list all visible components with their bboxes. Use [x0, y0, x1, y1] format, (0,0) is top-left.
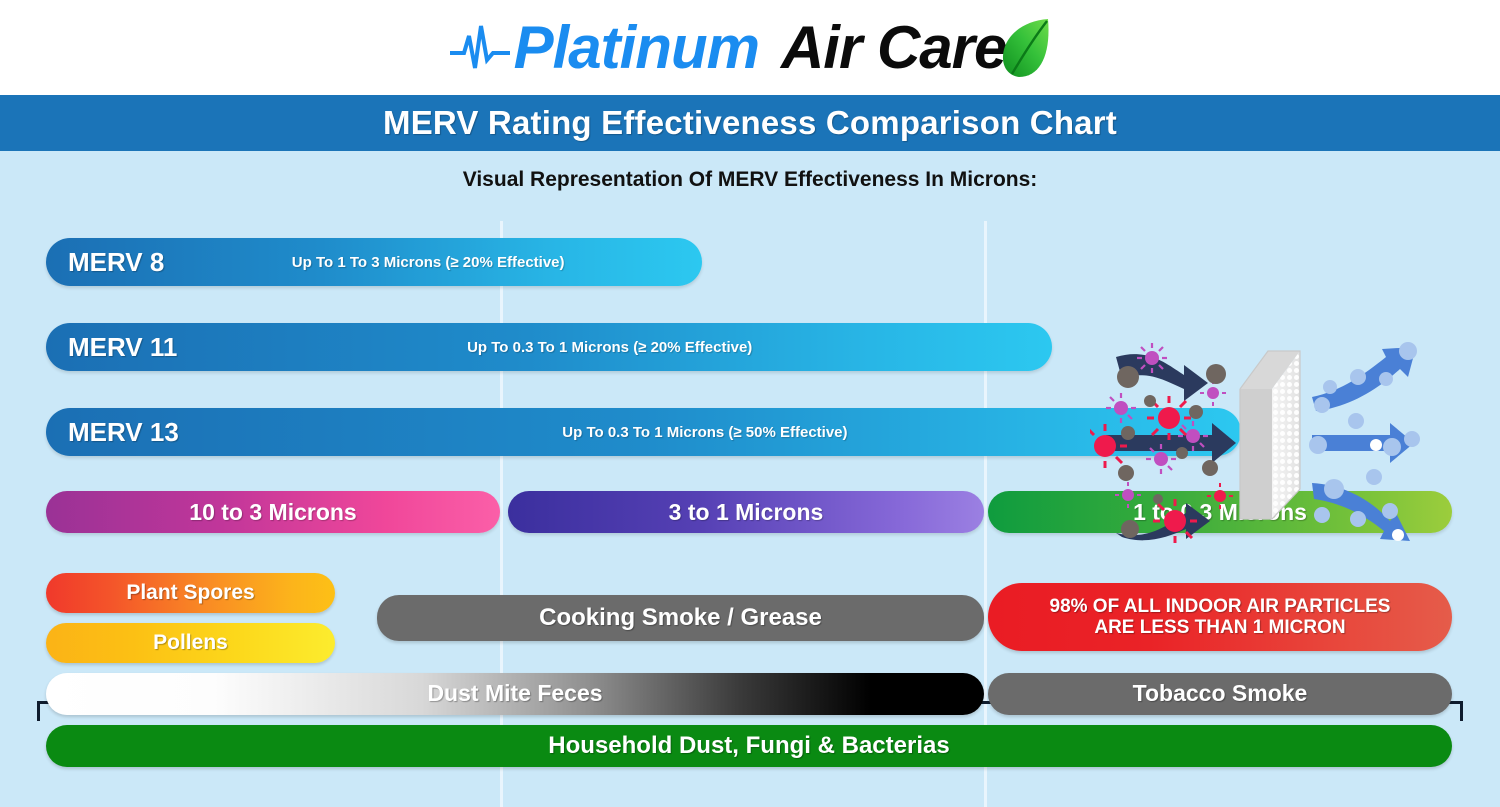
- bracket-tick-left: [37, 701, 40, 721]
- range-bar-10-to-3-microns[interactable]: 10 to 3 Microns: [46, 491, 500, 533]
- chart-panel: Visual Representation Of MERV Effectiven…: [0, 151, 1500, 807]
- particle-bar-label: Cooking Smoke / Grease: [539, 603, 822, 631]
- merv-bar-description: Up To 0.3 To 1 Microns (≥ 20% Effective): [467, 338, 753, 356]
- particle-bar-label: Pollens: [153, 631, 228, 655]
- clean-air-particles: [1309, 342, 1420, 541]
- particle-bar-label: Household Dust, Fungi & Bacterias: [548, 731, 950, 759]
- range-bar-3-to-1-microns[interactable]: 3 to 1 Microns: [508, 491, 984, 533]
- particle-bar-label: Dust Mite Feces: [427, 680, 603, 707]
- particle-bar-label: 98% OF ALL INDOOR AIR PARTICLES ARE LESS …: [1050, 596, 1391, 639]
- merv-bar-merv-11[interactable]: MERV 11 Up To 0.3 To 1 Microns (≥ 20% Ef…: [46, 323, 1052, 371]
- merv-bar-label: MERV 11: [68, 331, 178, 362]
- merv-bar-merv-13[interactable]: MERV 13 Up To 0.3 To 1 Microns (≥ 50% Ef…: [46, 408, 1241, 456]
- range-bar-label: 10 to 3 Microns: [189, 498, 357, 525]
- particle-bar-indoor-air-callout[interactable]: 98% OF ALL INDOOR AIR PARTICLES ARE LESS …: [988, 583, 1452, 651]
- merv-bar-label: MERV 8: [68, 246, 165, 277]
- bracket-tick-right: [1460, 701, 1463, 721]
- particle-bar-pollens[interactable]: Pollens: [46, 623, 335, 663]
- guide-line-3-micron: [500, 221, 503, 807]
- range-bar-label: 3 to 1 Microns: [668, 498, 824, 525]
- particle-bar-dust-mite-feces[interactable]: Dust Mite Feces: [46, 673, 984, 715]
- page-title: MERV Rating Effectiveness Comparison Cha…: [383, 104, 1117, 141]
- callout-line-1: 98% OF ALL INDOOR AIR PARTICLES: [1049, 595, 1391, 617]
- logo: Platinum Air Care: [448, 12, 1053, 84]
- green-leaf-icon: [1003, 18, 1049, 77]
- dirty-air-arrows: [1106, 354, 1236, 541]
- callout-line-2: ARE LESS THAN 1 MICRON: [1094, 617, 1346, 638]
- chart-subtitle: Visual Representation Of MERV Effectiven…: [462, 168, 1038, 191]
- pulse-line-icon: [449, 25, 510, 68]
- particle-bar-household-dust[interactable]: Household Dust, Fungi & Bacterias: [46, 725, 1452, 767]
- particle-bar-tobacco-smoke[interactable]: Tobacco Smoke: [988, 673, 1452, 715]
- particle-bar-label: Plant Spores: [126, 581, 255, 605]
- logo-aircare-text: Air Care: [780, 13, 1007, 81]
- contaminant-particles: [1090, 343, 1233, 543]
- guide-line-1-micron: [984, 221, 987, 807]
- merv-bar-description: Up To 0.3 To 1 Microns (≥ 50% Effective): [562, 423, 848, 441]
- logo-platinum-text: Platinum: [513, 13, 760, 81]
- particle-bar-label: Tobacco Smoke: [1132, 680, 1308, 707]
- air-filter-block: [1239, 350, 1301, 520]
- particle-bar-plant-spores[interactable]: Plant Spores: [46, 573, 335, 613]
- merv-bar-description: Up To 1 To 3 Microns (≥ 20% Effective): [291, 253, 565, 271]
- chart-title-bar: MERV Rating Effectiveness Comparison Cha…: [0, 95, 1500, 151]
- merv-bar-label: MERV 13: [68, 416, 179, 447]
- air-filter-diagram: [1090, 342, 1420, 543]
- brand-header: Platinum Air Care: [0, 0, 1500, 95]
- particle-bar-cooking-smoke-grease[interactable]: Cooking Smoke / Grease: [377, 595, 984, 641]
- merv-bar-merv-8[interactable]: MERV 8 Up To 1 To 3 Microns (≥ 20% Effec…: [46, 238, 702, 286]
